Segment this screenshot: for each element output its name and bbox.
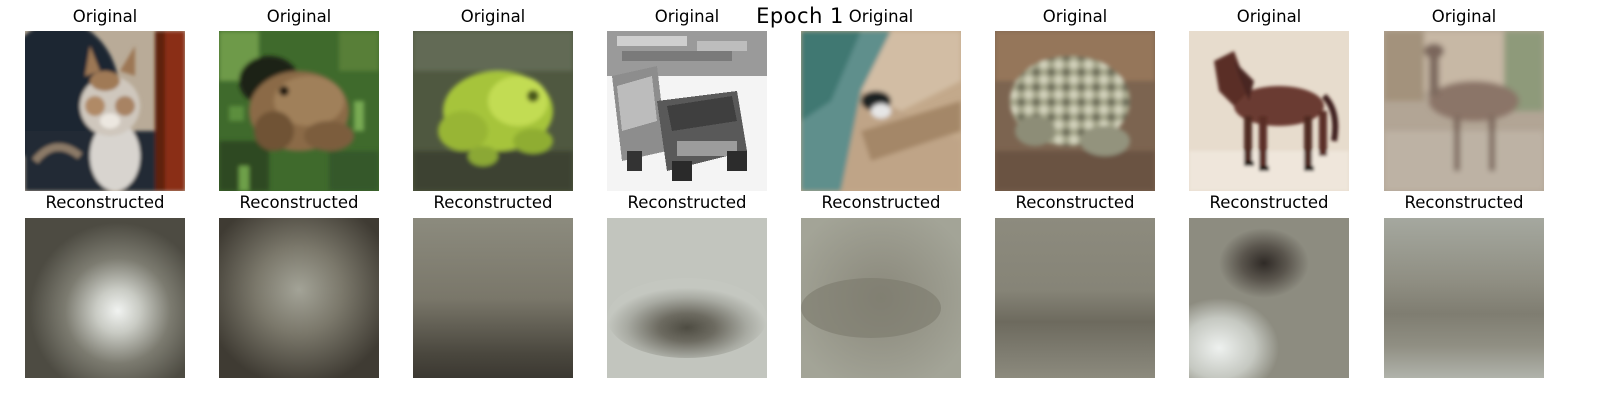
original-image-truck: [607, 31, 767, 191]
reconstructed-image-7: [1189, 218, 1349, 378]
original-label: Original: [266, 7, 332, 26]
reconstructed-label: Reconstructed: [239, 193, 359, 212]
original-label: Original: [72, 7, 138, 26]
original-label: Original: [460, 7, 526, 26]
original-label: Original: [1236, 7, 1302, 26]
original-image-cat: [25, 31, 185, 191]
original-image-tree-frog: [413, 31, 573, 191]
reconstructed-label: Reconstructed: [821, 193, 941, 212]
reconstructed-label: Reconstructed: [1015, 193, 1135, 212]
reconstructed-image-4: [607, 218, 767, 378]
original-label: Original: [1042, 7, 1108, 26]
reconstructed-label: Reconstructed: [1404, 193, 1524, 212]
original-label: Original: [654, 7, 720, 26]
original-label: Original: [1431, 7, 1497, 26]
original-image-deer: [1384, 31, 1544, 191]
reconstructed-label: Reconstructed: [1209, 193, 1329, 212]
original-image-frog-rock: [995, 31, 1155, 191]
figure-title: Epoch 1: [756, 4, 844, 28]
original-image-frog-grass: [219, 31, 379, 191]
original-image-bird: [801, 31, 961, 191]
reconstructed-image-3: [413, 218, 573, 378]
reconstructed-image-8: [1384, 218, 1544, 378]
reconstructed-image-5: [801, 218, 961, 378]
reconstructed-image-6: [995, 218, 1155, 378]
reconstructed-image-1: [25, 218, 185, 378]
reconstructed-label: Reconstructed: [45, 193, 165, 212]
reconstructed-image-2: [219, 218, 379, 378]
reconstructed-label: Reconstructed: [627, 193, 747, 212]
original-image-horse: [1189, 31, 1349, 191]
original-label: Original: [848, 7, 914, 26]
reconstructed-label: Reconstructed: [433, 193, 553, 212]
